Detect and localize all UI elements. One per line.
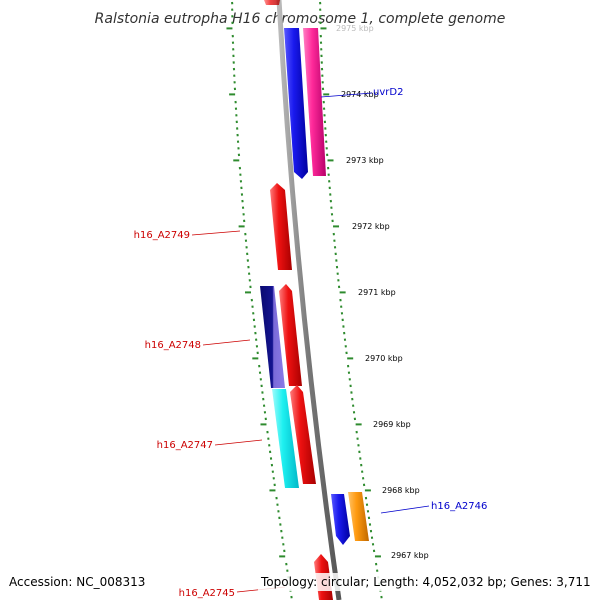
ruler-label: 2973 kbp xyxy=(346,156,384,165)
gene-red-top-stub xyxy=(264,0,280,5)
gene-label-h16_A2749[interactable]: h16_A2749 xyxy=(134,230,190,241)
ruler-label: 2971 kbp xyxy=(358,288,396,297)
leader-h16_A2747 xyxy=(215,440,262,445)
ruler-label: 2970 kbp xyxy=(365,354,403,363)
ruler-label: 2969 kbp xyxy=(373,420,411,429)
ruler-label: 2967 kbp xyxy=(391,551,429,560)
gene-label-h16_A2747[interactable]: h16_A2747 xyxy=(157,440,213,451)
gene-labels: uvrD2 h16_A2749 h16_A2748 h16_A2747 h16_… xyxy=(134,87,488,599)
map-title: Ralstonia eutropha H16 chromosome 1, com… xyxy=(95,11,506,27)
ruler-label: 2968 kbp xyxy=(382,486,420,495)
gene-h16_A2746-blue xyxy=(331,494,350,545)
gene-label-h16_A2745[interactable]: h16_A2745 xyxy=(179,588,235,599)
leader-h16_A2749 xyxy=(192,231,240,235)
gene-label-uvrD2[interactable]: uvrD2 xyxy=(373,87,403,98)
leader-h16_A2746 xyxy=(381,506,429,513)
accession-text: Accession: NC_008313 xyxy=(9,575,145,589)
gene-h16_A2749 xyxy=(270,183,292,270)
gene-h16_A2746-orange xyxy=(348,492,369,541)
topology-text: Topology: circular; Length: 4,052,032 bp… xyxy=(260,575,591,589)
ruler-labels: 2975 kbp 2974 kbp 2973 kbp 2972 kbp 2971… xyxy=(336,24,429,560)
gene-label-leaders xyxy=(192,93,429,592)
ruler-label: 2972 kbp xyxy=(352,222,390,231)
leader-h16_A2748 xyxy=(203,340,250,345)
gene-label-h16_A2746[interactable]: h16_A2746 xyxy=(431,501,487,512)
ruler-label: 2975 kbp xyxy=(336,24,374,33)
gene-label-h16_A2748[interactable]: h16_A2748 xyxy=(145,340,201,351)
